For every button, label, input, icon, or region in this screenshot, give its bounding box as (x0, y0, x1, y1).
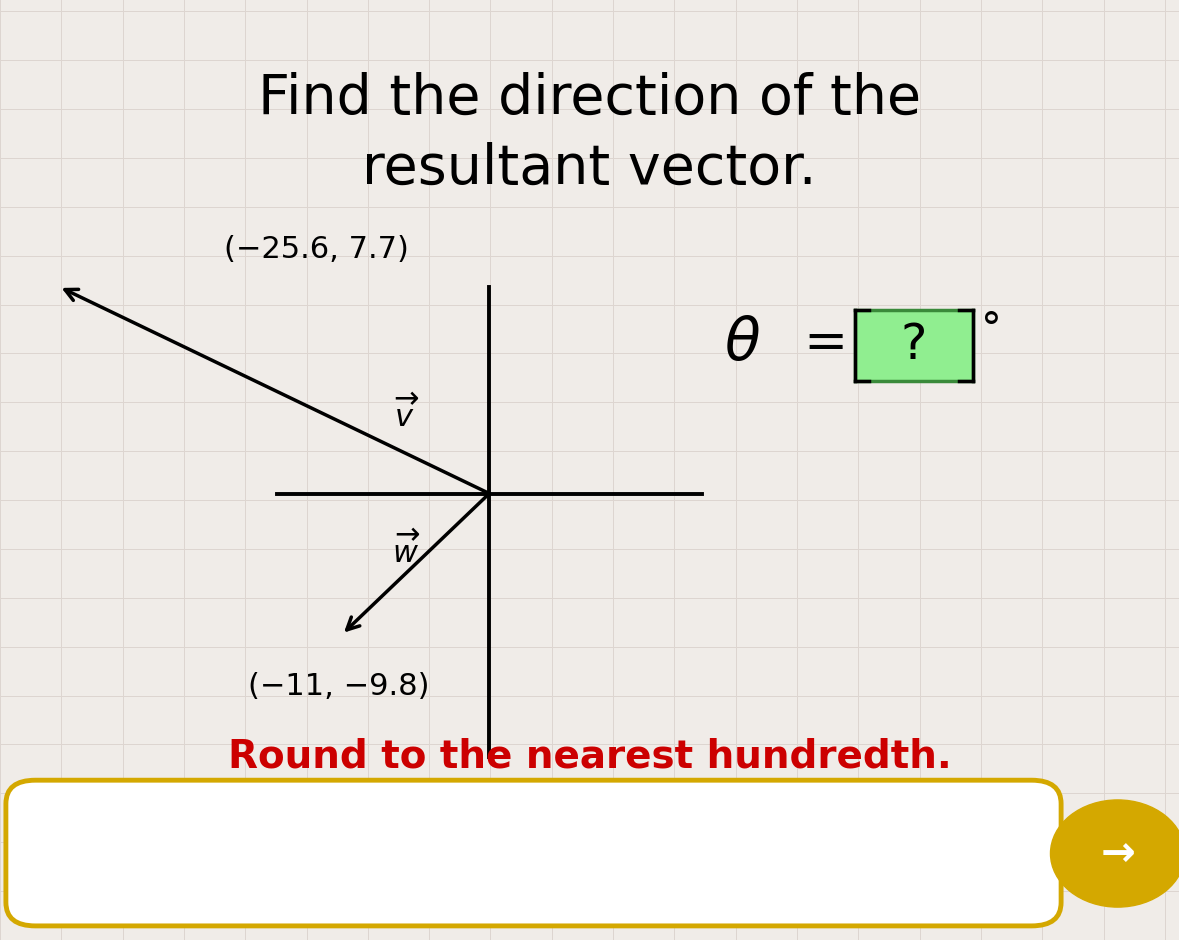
Text: Find the direction of the: Find the direction of the (258, 71, 921, 126)
Text: (−25.6, 7.7): (−25.6, 7.7) (224, 235, 409, 263)
Text: °: ° (981, 310, 1002, 352)
Text: (−11, −9.8): (−11, −9.8) (248, 672, 429, 700)
Text: ?: ? (901, 321, 927, 369)
FancyBboxPatch shape (6, 780, 1061, 926)
Text: =: = (803, 317, 848, 369)
Text: →: → (1100, 833, 1135, 874)
Circle shape (1050, 800, 1179, 907)
FancyBboxPatch shape (855, 310, 973, 381)
Text: $\theta$: $\theta$ (724, 315, 762, 371)
Text: Round to the nearest hundredth.: Round to the nearest hundredth. (228, 738, 951, 775)
Text: $\overrightarrow{w}$: $\overrightarrow{w}$ (393, 531, 421, 569)
Text: resultant vector.: resultant vector. (362, 142, 817, 196)
Text: $\overrightarrow{v}$: $\overrightarrow{v}$ (394, 395, 420, 432)
